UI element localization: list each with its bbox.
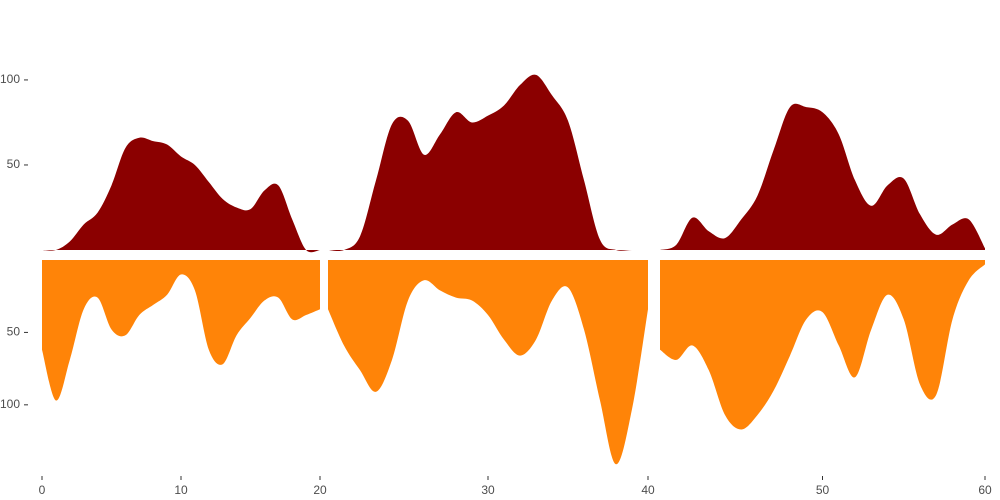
area — [660, 103, 985, 250]
x-tick-label: 10 — [174, 483, 188, 497]
x-tick-label: 0 — [39, 483, 46, 497]
x-tick-label: 20 — [313, 483, 327, 497]
x-tick-label: 50 — [816, 483, 830, 497]
area — [328, 74, 648, 252]
area — [42, 260, 320, 401]
y-tick-label: 50 — [7, 157, 21, 171]
x-tick-label: 40 — [641, 483, 655, 497]
y2-tick-label: 100 — [0, 397, 20, 411]
area — [42, 137, 320, 253]
y-tick-label: 100 — [0, 72, 20, 86]
area — [660, 260, 985, 430]
area — [328, 260, 648, 465]
x-tick-label: 30 — [481, 483, 495, 497]
y2-tick-label: 50 — [7, 325, 21, 339]
x-tick-label: 60 — [978, 483, 992, 497]
